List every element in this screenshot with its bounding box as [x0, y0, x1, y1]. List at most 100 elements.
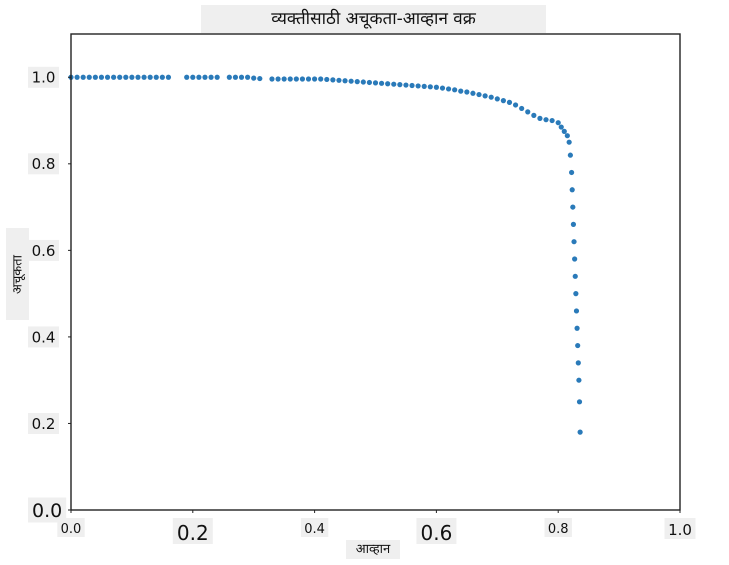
- data-point: [153, 74, 159, 80]
- data-point: [147, 74, 153, 80]
- y-axis: 0.0 0.2 0.4 0.6 0.8 1.0: [28, 66, 71, 523]
- data-point: [574, 325, 580, 331]
- x-tick: 0.8: [544, 510, 572, 537]
- y-tick: 0.6: [28, 239, 71, 261]
- data-point: [397, 82, 403, 88]
- data-point: [433, 84, 439, 90]
- data-point: [512, 102, 519, 108]
- data-point: [111, 74, 117, 80]
- data-point: [366, 79, 373, 86]
- data-point: [575, 342, 581, 349]
- data-point: [570, 221, 577, 227]
- x-tick-label: 0.2: [177, 521, 209, 545]
- data-point: [281, 76, 287, 82]
- data-point: [458, 88, 464, 94]
- data-point: [403, 82, 409, 88]
- x-tick: 0.0: [57, 510, 85, 537]
- y-tick-label: 0.6: [32, 242, 56, 260]
- data-point: [445, 86, 452, 92]
- data-point: [299, 76, 306, 82]
- data-point: [226, 74, 232, 80]
- title-background: [201, 5, 546, 33]
- data-point: [330, 77, 336, 83]
- data-point: [245, 74, 251, 80]
- data-point: [208, 74, 214, 80]
- data-point: [196, 74, 202, 80]
- y-tick: 0.2: [28, 413, 71, 434]
- data-point: [98, 74, 105, 80]
- x-tick-label: 0.0: [61, 522, 82, 537]
- data-point: [269, 76, 275, 82]
- data-point: [92, 74, 98, 80]
- data-point: [312, 76, 318, 82]
- data-point: [141, 74, 147, 80]
- y-tick: 0.0: [28, 497, 71, 523]
- data-point: [232, 74, 239, 80]
- data-point: [555, 120, 561, 126]
- x-tick-label: 0.6: [420, 521, 452, 545]
- data-point: [257, 75, 263, 82]
- data-point: [391, 81, 397, 87]
- data-point: [525, 109, 531, 115]
- data-point: [566, 139, 572, 145]
- data-point: [569, 169, 575, 176]
- data-point: [549, 117, 555, 124]
- data-point: [129, 74, 135, 80]
- xlabel-background: [346, 540, 400, 559]
- data-point: [378, 80, 385, 86]
- data-point: [570, 204, 576, 210]
- data-point: [80, 74, 86, 80]
- data-point: [576, 377, 582, 383]
- x-tick: 0.2: [172, 510, 213, 545]
- data-point: [506, 99, 513, 105]
- x-tick-label: 0.8: [548, 522, 569, 537]
- data-point: [348, 78, 354, 84]
- data-point: [372, 80, 379, 86]
- data-point: [519, 105, 525, 112]
- y-axis-label: अचूकता: [10, 255, 26, 294]
- data-point: [415, 83, 421, 89]
- x-tick: 1.0: [664, 510, 696, 539]
- data-point: [342, 78, 348, 84]
- data-point: [123, 74, 129, 80]
- y-tick-label: 0.0: [32, 500, 62, 522]
- chart-title: व्यक्तीसाठी अचूकता-आव्हान वक्र: [271, 9, 476, 29]
- data-point: [293, 76, 299, 82]
- x-tick: 0.4: [300, 510, 329, 537]
- data-point: [564, 133, 570, 139]
- data-point: [439, 85, 446, 91]
- y-tick: 1.0: [28, 66, 71, 88]
- data-point: [571, 239, 577, 245]
- data-point: [470, 90, 476, 96]
- data-point: [572, 273, 578, 279]
- data-point: [543, 117, 549, 123]
- data-point: [385, 81, 391, 87]
- data-point: [575, 360, 581, 366]
- y-tick: 0.4: [28, 326, 71, 348]
- plot-frame: [70, 33, 681, 511]
- data-point: [318, 76, 324, 82]
- data-point: [494, 96, 500, 102]
- data-point: [251, 75, 257, 81]
- data-point: [421, 83, 427, 89]
- data-point: [531, 112, 537, 118]
- data-point: [577, 429, 583, 435]
- y-tick-label: 1.0: [32, 69, 56, 87]
- x-tick-label: 0.4: [304, 522, 325, 537]
- y-tick: 0.8: [28, 153, 71, 175]
- data-point: [573, 291, 579, 297]
- x-axis-label: आव्हान: [355, 542, 391, 557]
- ylabel-background: [6, 228, 29, 320]
- data-point: [569, 187, 575, 193]
- data-point: [561, 128, 567, 134]
- data-point: [452, 87, 458, 93]
- data-point: [159, 74, 165, 80]
- data-point: [86, 74, 92, 80]
- data-point: [238, 74, 245, 80]
- data-point: [354, 79, 360, 85]
- data-point: [537, 115, 543, 121]
- data-point: [572, 256, 578, 262]
- data-point: [287, 76, 293, 82]
- data-points: [68, 74, 583, 435]
